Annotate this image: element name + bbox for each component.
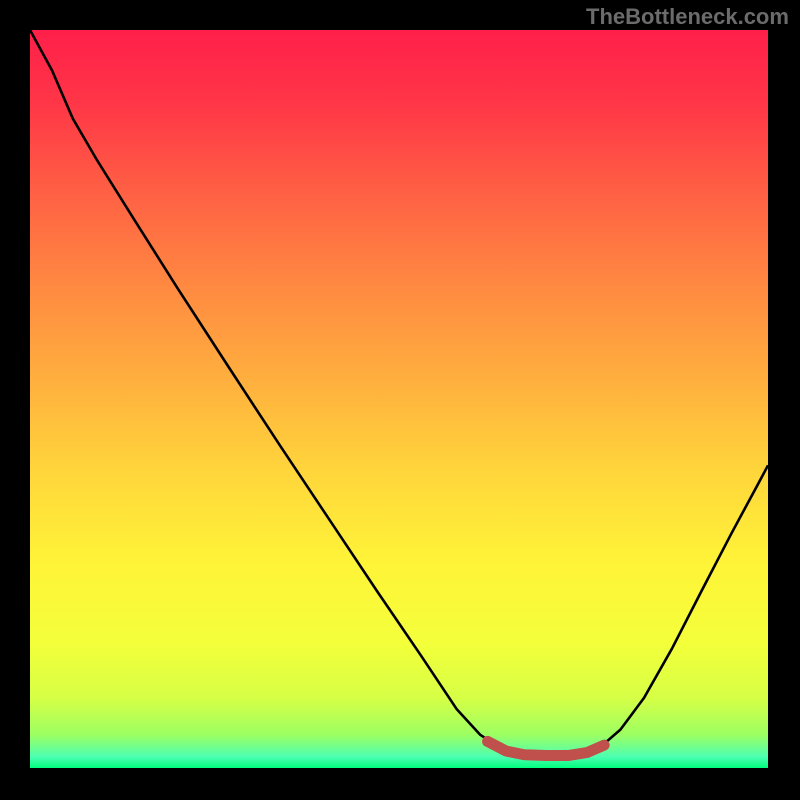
optimal-range-highlight	[488, 741, 605, 755]
plot-area	[30, 30, 768, 768]
bottleneck-curve	[30, 30, 768, 755]
curve-layer	[30, 30, 768, 768]
attribution-text: TheBottleneck.com	[586, 4, 789, 30]
